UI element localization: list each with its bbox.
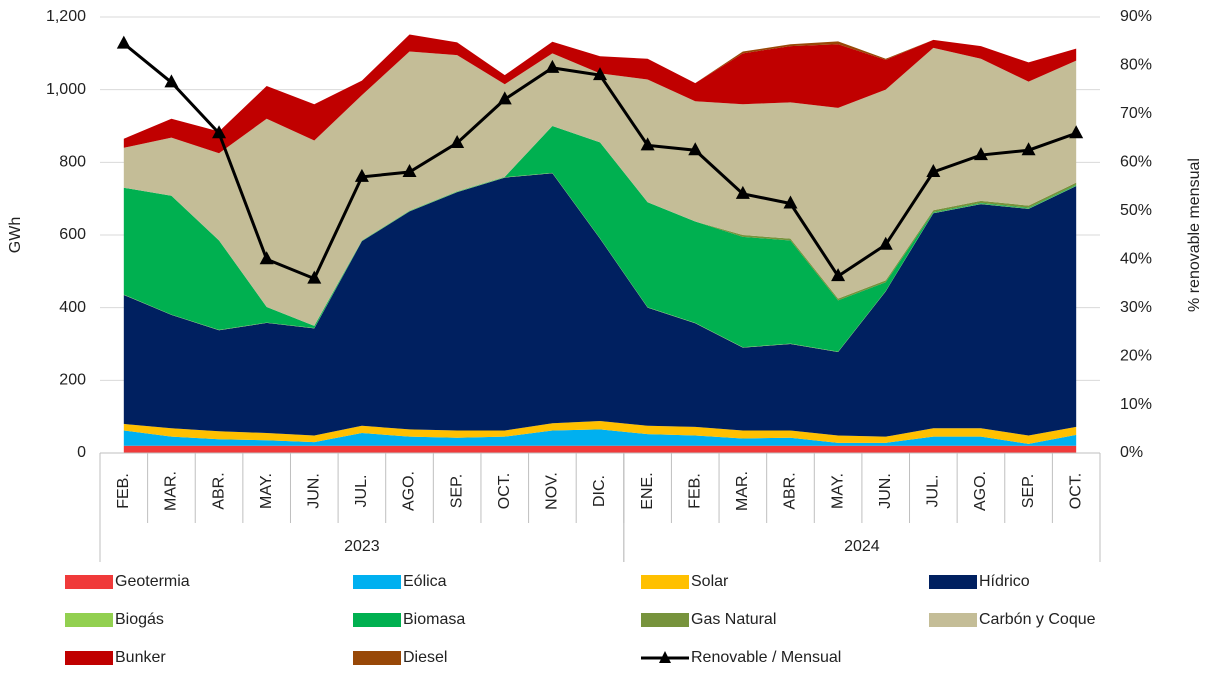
legend-label: Hídrico [979,573,1030,590]
x-tick-label: MAY. [258,473,275,509]
x-tick-label: MAY. [829,473,846,509]
y2-tick-label: 30% [1120,299,1152,316]
legend-swatch [353,613,401,627]
marker [640,137,655,151]
legend-swatch [641,575,689,589]
x-tick-label: MAR. [734,471,751,511]
area [123,445,1077,453]
marker [1069,125,1084,139]
y2-tick-label: 50% [1120,202,1152,219]
x-tick-label: AGO. [972,471,989,511]
area [123,421,1077,444]
y-tick-label: 800 [59,154,86,171]
x-tick-label: MAR. [163,471,180,511]
legend-swatch [641,613,689,627]
area [123,429,1077,446]
legend-label: Bunker [115,649,166,666]
y2-tick-label: 40% [1120,250,1152,267]
marker [354,168,369,182]
legend-label: Carbón y Coque [979,611,1096,628]
x-tick-label: JUN. [306,473,323,509]
y2-tick-label: 20% [1120,347,1152,364]
x-tick-label: FEB. [686,473,703,509]
legend-label: Geotermia [115,573,190,590]
y-tick-label: 0 [77,444,86,461]
y-axis-label: GWh [7,217,24,253]
legend-label: Biomasa [403,611,465,628]
marker [926,164,941,178]
legend-label: Renovable / Mensual [691,649,841,666]
marker [307,270,322,284]
x-tick-label: SEP. [448,474,465,508]
y2-tick-label: 10% [1120,396,1152,413]
area [123,173,1077,437]
marker [402,164,417,178]
marker [450,134,465,148]
x-tick-label: ABR. [210,472,227,509]
legend-swatch [353,575,401,589]
area [123,47,1077,326]
legend-swatch [929,575,977,589]
x-tick-label: JUN. [877,473,894,509]
legend-swatch [65,651,113,665]
x-tick-label: JUL. [925,475,942,508]
marker [735,185,750,199]
legend-label: Biogás [115,611,164,628]
y-tick-label: 600 [59,226,86,243]
y2-tick-label: 70% [1120,105,1152,122]
legend-swatch [353,651,401,665]
marker [831,268,846,282]
legend-swatch [65,613,113,627]
x-tick-label: ABR. [782,472,799,509]
marker [259,251,274,265]
x-tick-label: OCT. [1067,473,1084,509]
y2-tick-label: 90% [1120,8,1152,25]
marker [497,91,512,105]
legend-label: Diesel [403,649,447,666]
group-label: 2024 [844,538,880,555]
x-tick-label: DIC. [591,475,608,507]
y-tick-label: 200 [59,372,86,389]
marker [593,67,607,81]
legend-swatch [929,613,977,627]
y2-tick-label: 60% [1120,154,1152,171]
x-tick-label: AGO. [401,471,418,511]
legend-marker [659,651,671,663]
marker [973,147,988,161]
marker [688,142,703,156]
y2-tick-label: 0% [1120,444,1143,461]
marker [116,35,131,49]
area [123,34,1077,154]
marker [212,125,227,139]
y2-tick-label: 80% [1120,57,1152,74]
x-tick-label: SEP. [1020,474,1037,508]
marker [783,195,798,209]
marker [545,59,560,73]
x-tick-label: FEB. [115,473,132,509]
y-tick-label: 1,000 [46,81,86,98]
marker [1021,142,1036,156]
marker [878,236,893,250]
y-tick-label: 1,200 [46,8,86,25]
legend-swatch [65,575,113,589]
x-tick-label: OCT. [496,473,513,509]
x-tick-label: ENE. [639,472,656,509]
x-tick-label: NOV. [544,472,561,510]
y-tick-label: 400 [59,299,86,316]
marker [164,74,179,88]
legend-label: Solar [691,573,729,590]
y2-axis-label: % renovable mensual [1186,158,1203,312]
legend-label: Eólica [403,573,447,590]
area [123,126,1077,352]
legend-label: Gas Natural [691,611,776,628]
x-tick-label: JUL. [353,475,370,508]
group-label: 2023 [344,538,380,555]
